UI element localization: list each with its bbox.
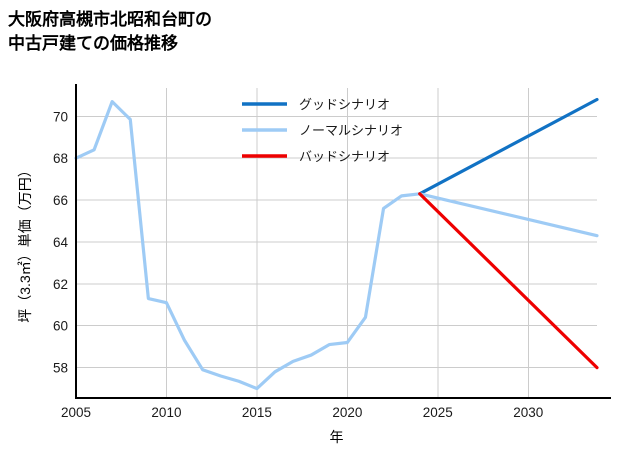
x-tick-label: 2020	[332, 405, 362, 420]
series-line-bad	[418, 192, 599, 370]
x-tick-label: 2010	[151, 405, 181, 420]
y-axis-tick-labels: 58 60 62 64 66 68 70	[53, 109, 69, 375]
axis-titles: 年 坪（3.3㎡）単価（万円）	[17, 163, 344, 445]
y-tick-label: 62	[53, 277, 68, 292]
axis-spines	[74, 84, 611, 400]
x-axis-title: 年	[330, 429, 344, 445]
y-tick-label: 66	[53, 193, 68, 208]
y-tick-label: 68	[53, 151, 68, 166]
x-axis-tick-labels: 2005 2010 2015 2020 2025 2030	[61, 405, 543, 420]
y-tick-label: 58	[53, 361, 68, 376]
x-tick-label: 2025	[423, 405, 453, 420]
y-tick-label: 70	[53, 109, 68, 124]
legend-label: ノーマルシナリオ	[299, 123, 403, 138]
legend-label: バッドシナリオ	[299, 149, 390, 164]
x-tick-label: 2005	[61, 405, 91, 420]
y-axis-title: 坪（3.3㎡）単価（万円）	[17, 163, 33, 322]
legend-label: グッドシナリオ	[299, 97, 390, 112]
series-line-normal	[74, 100, 599, 391]
series-line-good	[418, 97, 599, 196]
chart-title: 大阪府高槻市北昭和台町の 中古戸建ての価格推移	[8, 10, 212, 54]
y-tick-label: 64	[53, 235, 69, 250]
data-series-group	[74, 97, 599, 391]
x-tick-label: 2015	[242, 405, 272, 420]
x-tick-label: 2030	[513, 405, 543, 420]
y-tick-label: 60	[53, 319, 68, 334]
